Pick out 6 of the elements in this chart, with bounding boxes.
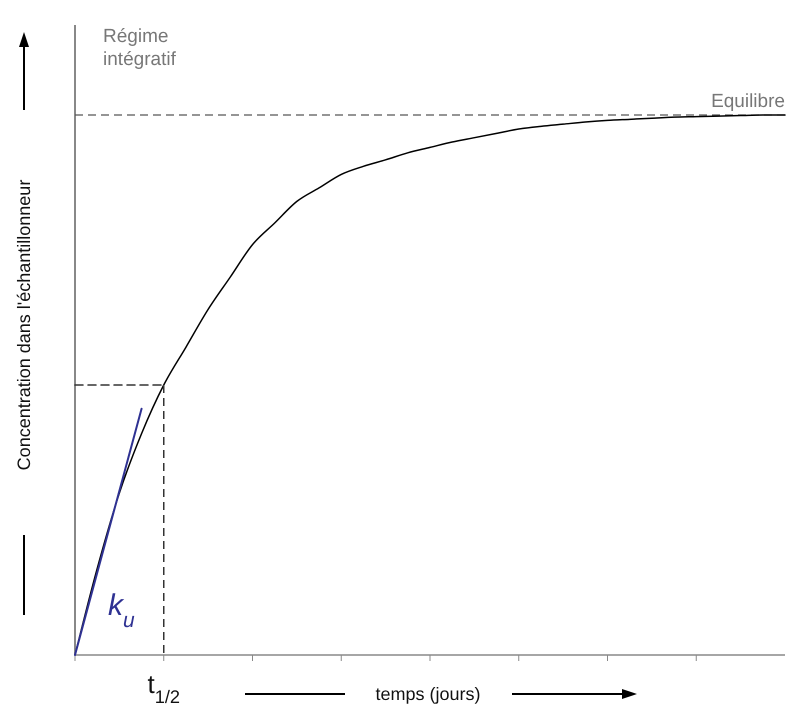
y-axis-title: Concentration dans l'échantillonneur [14, 180, 34, 470]
series-label: k$_{u}$ [108, 589, 135, 632]
text: Equilibre [711, 91, 785, 112]
x-axis-title: temps (jours) [375, 684, 481, 704]
text: Régime intégratif [103, 26, 177, 70]
text: t$_{1/2}$ [147, 669, 180, 707]
